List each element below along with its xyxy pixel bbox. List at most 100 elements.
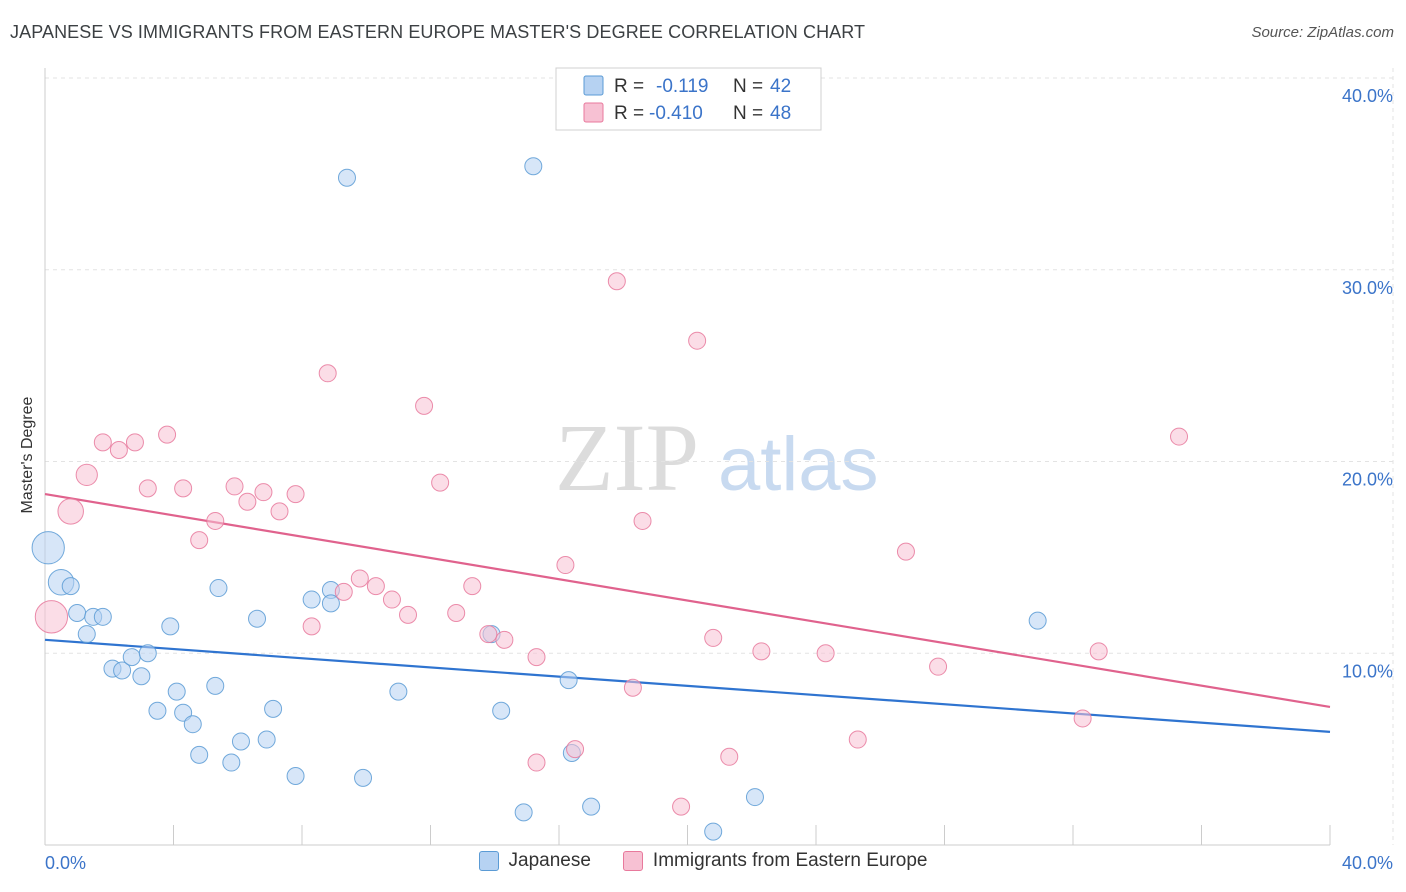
data-point-eastern-europe: [57, 498, 84, 525]
data-point-japanese: [222, 753, 241, 772]
data-point-eastern-europe: [556, 556, 575, 575]
tick-labels: 10.0% 20.0% 30.0% 40.0% 0.0% 40.0%: [45, 86, 1393, 873]
data-point-japanese: [77, 625, 96, 644]
legend-item-eastern-europe[interactable]: Immigrants from Eastern Europe: [622, 850, 927, 872]
data-point-japanese: [704, 822, 723, 841]
data-point-eastern-europe: [415, 396, 434, 415]
data-point-japanese: [389, 682, 408, 701]
data-point-eastern-europe: [527, 648, 546, 667]
data-point-eastern-europe: [158, 425, 177, 444]
data-point-japanese: [231, 732, 250, 751]
data-point-japanese: [354, 768, 373, 787]
trend-line-eastern-europe: [44, 493, 1331, 709]
stats-r-label: R =: [614, 103, 644, 124]
data-point-eastern-europe: [138, 479, 157, 498]
data-point-eastern-europe: [93, 433, 112, 452]
data-point-japanese: [113, 661, 132, 680]
data-point-eastern-europe: [672, 797, 691, 816]
data-point-eastern-europe: [302, 617, 321, 636]
data-point-eastern-europe: [190, 531, 209, 550]
data-point-eastern-europe: [238, 492, 257, 511]
legend-item-japanese[interactable]: Japanese: [478, 850, 591, 872]
data-point-eastern-europe: [607, 272, 626, 291]
data-point-eastern-europe: [447, 603, 466, 622]
y-tick-label: 10.0%: [1342, 661, 1393, 681]
data-point-japanese: [257, 730, 276, 749]
data-point-japanese: [61, 577, 80, 596]
data-point-eastern-europe: [109, 440, 128, 459]
data-point-japanese: [209, 579, 228, 598]
watermark: ZIP atlas: [555, 404, 879, 511]
x-tick-label: 40.0%: [1342, 853, 1393, 873]
data-point-japanese: [167, 682, 186, 701]
stats-n-value: 48: [770, 103, 791, 124]
data-point-japanese: [132, 667, 151, 686]
stats-r-value: -0.119: [656, 76, 708, 97]
data-point-eastern-europe: [566, 740, 585, 759]
data-point-eastern-europe: [399, 605, 418, 624]
data-point-japanese: [264, 699, 283, 718]
data-point-eastern-europe: [34, 600, 69, 634]
data-point-eastern-europe: [896, 542, 915, 561]
trend-line-japanese: [44, 638, 1331, 733]
data-point-japanese: [148, 701, 167, 720]
data-point-eastern-europe: [270, 502, 289, 521]
data-point-japanese: [122, 648, 141, 667]
chart-title: JAPANESE VS IMMIGRANTS FROM EASTERN EURO…: [10, 22, 866, 42]
data-point-eastern-europe: [286, 485, 305, 504]
data-point-japanese: [31, 531, 65, 565]
data-point-eastern-europe: [350, 569, 369, 588]
y-tick-label: 40.0%: [1342, 86, 1393, 106]
y-tick-label: 30.0%: [1342, 278, 1393, 298]
data-point-japanese: [514, 803, 533, 822]
data-point-japanese: [302, 590, 321, 609]
data-point-eastern-europe: [463, 577, 482, 596]
data-point-japanese: [68, 603, 87, 622]
data-point-eastern-europe: [431, 473, 450, 492]
data-point-japanese: [745, 788, 764, 807]
data-points: [31, 157, 1189, 841]
data-point-japanese: [559, 671, 578, 690]
watermark-atlas: atlas: [718, 422, 879, 507]
data-point-eastern-europe: [1170, 427, 1189, 446]
legend-swatch-japanese: [478, 851, 499, 871]
data-point-eastern-europe: [254, 483, 273, 502]
stats-r-value: -0.410: [649, 103, 703, 124]
legend-label-japanese: Japanese: [508, 850, 591, 871]
data-point-japanese: [1028, 611, 1047, 630]
data-point-eastern-europe: [816, 644, 835, 663]
data-point-japanese: [492, 701, 511, 720]
data-point-eastern-europe: [366, 577, 385, 596]
data-point-eastern-europe: [495, 630, 514, 649]
data-point-japanese: [321, 594, 340, 613]
data-point-eastern-europe: [752, 642, 771, 661]
data-point-eastern-europe: [720, 747, 739, 766]
data-point-eastern-europe: [174, 479, 193, 498]
data-point-eastern-europe: [125, 433, 144, 452]
data-point-japanese: [286, 766, 305, 785]
source-attribution: Source: ZipAtlas.com: [1251, 24, 1394, 41]
series-legend: Japanese Immigrants from Eastern Europe: [0, 850, 1406, 872]
data-point-japanese: [524, 157, 543, 176]
data-point-japanese: [337, 168, 356, 187]
data-point-eastern-europe: [479, 625, 498, 644]
data-point-eastern-europe: [527, 753, 546, 772]
data-point-japanese: [183, 715, 202, 734]
data-point-japanese: [582, 797, 601, 816]
data-point-eastern-europe: [623, 678, 642, 697]
data-point-japanese: [174, 703, 193, 722]
data-point-japanese: [248, 609, 267, 628]
data-point-japanese: [93, 607, 112, 626]
data-point-eastern-europe: [704, 628, 723, 647]
data-point-eastern-europe: [382, 590, 401, 609]
data-point-japanese: [161, 617, 180, 636]
data-point-eastern-europe: [75, 463, 98, 487]
stats-r-label: R =: [614, 76, 644, 97]
data-point-japanese: [138, 644, 157, 663]
axes: [44, 68, 1331, 846]
legend-swatch-eastern-europe: [622, 851, 643, 871]
stats-n-label: N =: [733, 76, 763, 97]
data-point-japanese: [190, 745, 209, 764]
stats-n-value: 42: [770, 76, 791, 97]
